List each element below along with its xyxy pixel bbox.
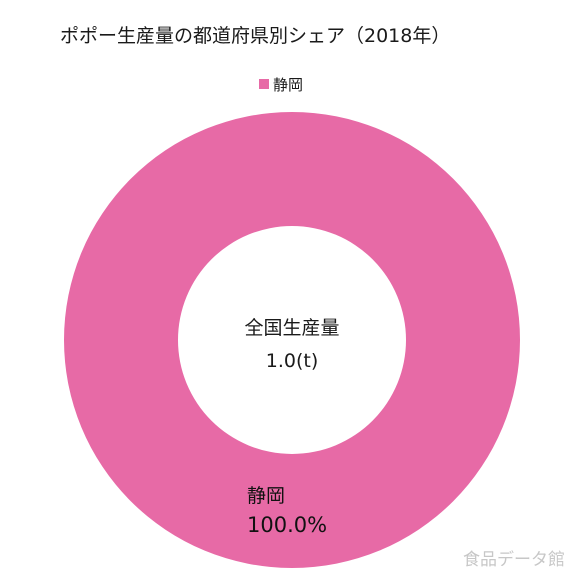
center-label-value: 1.0(t) xyxy=(266,350,319,372)
legend-swatch xyxy=(259,79,269,89)
center-label: 全国生産量 1.0(t) xyxy=(244,317,339,372)
chart-title: ポポー生産量の都道府県別シェア（2018年） xyxy=(60,25,450,47)
slice-data-label: 静岡 100.0% xyxy=(247,485,327,537)
legend-label: 静岡 xyxy=(273,76,303,94)
pie-slice-静岡 xyxy=(64,112,520,568)
pie-slices xyxy=(64,112,520,568)
center-label-title: 全国生産量 xyxy=(244,317,339,339)
slice-label-prefecture: 静岡 xyxy=(247,485,285,507)
slice-label-percent: 100.0% xyxy=(247,513,327,537)
watermark-logo: 食品データ館 xyxy=(463,549,565,570)
legend: 静岡 xyxy=(259,76,303,94)
